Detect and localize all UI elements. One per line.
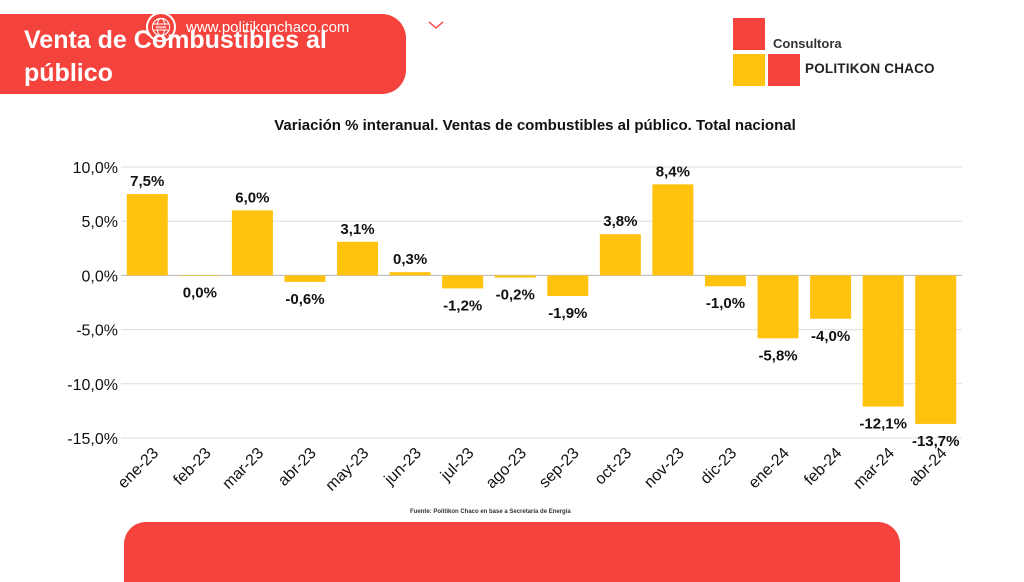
y-tick-label: 10,0% xyxy=(73,160,118,177)
x-tick-label: oct-23 xyxy=(592,445,636,489)
logo-square-red xyxy=(733,18,765,50)
bar xyxy=(179,275,221,276)
data-label: 6,0% xyxy=(235,189,269,206)
data-label: 0,0% xyxy=(183,284,217,301)
data-label: -4,0% xyxy=(811,328,850,345)
bar xyxy=(284,275,326,282)
header-banner: Venta de Combustibles al público xyxy=(0,14,406,94)
data-label: 3,8% xyxy=(603,213,637,230)
x-tick-label: nov-23 xyxy=(641,445,688,492)
source-note: Fuente: Politikon Chaco en base a Secret… xyxy=(410,509,571,515)
envelope-icon xyxy=(421,12,451,42)
chart-title: Variación % interanual. Ventas de combus… xyxy=(274,117,796,134)
bar xyxy=(337,241,379,276)
logo-square-red-2 xyxy=(768,54,800,86)
globe-icon-text: www xyxy=(155,25,167,30)
bar xyxy=(389,272,431,276)
logo-square-yellow xyxy=(733,54,765,86)
x-tick-label: feb-23 xyxy=(171,445,215,489)
y-tick-label: -15,0% xyxy=(67,431,118,448)
bar xyxy=(547,275,589,296)
data-label: -0,6% xyxy=(285,291,324,308)
data-label: 0,3% xyxy=(393,251,427,268)
x-tick-label: ago-23 xyxy=(483,445,530,492)
data-label: -12,1% xyxy=(859,416,907,433)
x-tick-label: dic-23 xyxy=(697,445,740,488)
x-tick-label: feb-24 xyxy=(801,445,845,489)
email-contact[interactable]: info@politikonchaco.com xyxy=(421,12,628,42)
logo-text-brand: POLITIKON CHACO xyxy=(805,61,935,76)
x-tick-label: may-23 xyxy=(323,445,373,495)
website-contact[interactable]: www www.politikonchaco.com xyxy=(146,12,349,42)
x-tick-label: abr-24 xyxy=(906,445,951,490)
x-tick-label: sep-23 xyxy=(536,445,583,492)
bar xyxy=(599,234,641,276)
bar xyxy=(494,275,536,278)
bar xyxy=(862,275,904,407)
website-link[interactable]: www.politikonchaco.com xyxy=(186,18,350,36)
data-label: -1,9% xyxy=(548,305,587,322)
bar xyxy=(442,275,484,289)
data-label: 8,4% xyxy=(656,163,690,180)
data-label: 3,1% xyxy=(340,221,374,238)
data-label: -1,0% xyxy=(706,295,745,312)
x-tick-label: ene-24 xyxy=(746,445,793,492)
logo: Consultora POLITIKON CHACO xyxy=(730,16,990,88)
bar xyxy=(915,275,957,424)
data-label: -0,2% xyxy=(496,287,535,304)
globe-icon: www xyxy=(146,12,176,42)
data-label: -5,8% xyxy=(758,347,797,364)
x-tick-label: mar-24 xyxy=(850,445,898,493)
x-tick-label: jul-23 xyxy=(437,445,477,485)
data-label: -13,7% xyxy=(912,433,960,450)
y-tick-label: 0,0% xyxy=(82,268,118,285)
email-link[interactable]: info@politikonchaco.com xyxy=(461,18,628,36)
x-tick-label: abr-23 xyxy=(275,445,320,490)
bar-chart: 10,0% 5,0% 0,0% -5,0% -10,0% -15,0% 7,5% ene-23… xyxy=(67,160,962,495)
x-tick-label: ene-23 xyxy=(115,445,162,492)
data-label: -1,2% xyxy=(443,297,482,314)
bar xyxy=(757,275,799,339)
bar xyxy=(652,184,694,276)
y-tick-label: 5,0% xyxy=(82,214,118,231)
bar xyxy=(704,275,746,287)
x-tick-label: jun-23 xyxy=(381,445,425,489)
bar xyxy=(810,275,852,319)
y-tick-label: -10,0% xyxy=(67,377,118,394)
bar xyxy=(231,210,273,276)
y-tick-label: -5,0% xyxy=(76,323,118,340)
x-tick-label: mar-23 xyxy=(219,445,267,493)
bar xyxy=(126,194,168,276)
footer-bar xyxy=(124,522,900,582)
logo-text-consultora: Consultora xyxy=(773,36,842,51)
data-label: 7,5% xyxy=(130,173,164,190)
